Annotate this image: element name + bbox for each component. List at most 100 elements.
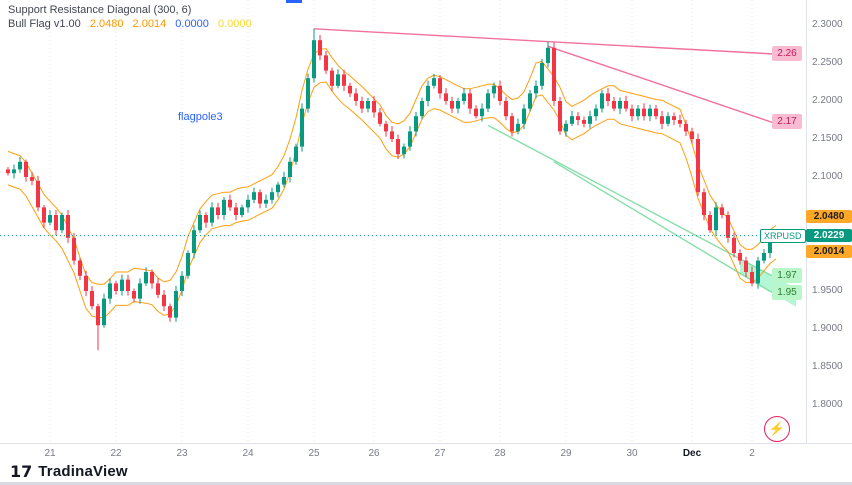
candle-body xyxy=(402,146,406,155)
time-axis-separator xyxy=(0,443,852,444)
candle-body xyxy=(300,108,304,147)
candle-body xyxy=(342,74,346,86)
candle-body xyxy=(546,47,550,63)
boost-button[interactable]: ⚡ xyxy=(764,416,790,442)
candle-body xyxy=(708,215,712,231)
candle-body xyxy=(60,215,64,231)
candle-body xyxy=(180,275,184,291)
indicator-title[interactable]: Support Resistance Diagonal (300, 6) xyxy=(8,4,192,16)
x-tick-label: 2 xyxy=(749,448,755,459)
bottom-edge-strip xyxy=(0,482,852,485)
candle-body xyxy=(438,78,442,94)
candle-body xyxy=(420,101,424,117)
candle-body xyxy=(12,169,16,174)
candle-body xyxy=(582,120,586,124)
candle-body xyxy=(330,70,334,86)
y-tick-label: 2.1500 xyxy=(812,133,843,144)
candle-body xyxy=(366,101,370,109)
tradingview-logo-icon[interactable]: 17 xyxy=(10,461,33,481)
x-tick-label: 24 xyxy=(242,448,254,459)
candle-body xyxy=(222,199,226,215)
candle-body xyxy=(474,108,478,117)
x-tick-label: 23 xyxy=(176,448,188,459)
bullflag-lower-price-badge: 2.0014 xyxy=(806,244,852,258)
candle-body xyxy=(360,101,364,109)
candle-body xyxy=(678,120,682,124)
envelope-upper-band xyxy=(7,48,777,285)
flagpole3-annotation[interactable]: flagpole3 xyxy=(178,111,223,123)
candle-body xyxy=(480,108,484,117)
candle-body xyxy=(216,207,220,215)
x-tick-label: 22 xyxy=(110,448,122,459)
brand-name[interactable]: TradinaView xyxy=(38,462,128,480)
candle-body xyxy=(552,47,556,101)
candle-body xyxy=(78,260,82,276)
candle-body xyxy=(372,101,376,113)
candle-body xyxy=(384,123,388,132)
candle-body xyxy=(354,93,358,101)
envelope-lower-band xyxy=(7,81,777,319)
candle-body xyxy=(666,116,670,124)
candle-body xyxy=(150,272,154,284)
candle-body xyxy=(744,260,748,272)
candle-body xyxy=(522,108,526,124)
candle-body xyxy=(120,279,124,291)
candle-body xyxy=(750,272,754,284)
strategy-value-4: 0.0000 xyxy=(217,18,252,30)
candle-body xyxy=(258,192,262,204)
candle-body xyxy=(6,169,10,174)
candle-body xyxy=(432,78,436,86)
candle-body xyxy=(534,85,538,94)
y-tick-label: 1.9000 xyxy=(812,323,843,334)
candle-body xyxy=(654,108,658,117)
strategy-value-3: 0.0000 xyxy=(175,18,209,30)
candle-body xyxy=(540,63,544,86)
candle-body xyxy=(108,283,112,299)
candle-body xyxy=(174,291,178,318)
flag-lower-line-price-badge: 2.17 xyxy=(772,114,802,130)
candle-body xyxy=(48,215,52,223)
candle-body xyxy=(690,131,694,139)
candle-body xyxy=(42,207,46,223)
candle-body xyxy=(318,40,322,56)
x-tick-label: 29 xyxy=(560,448,572,459)
y-tick-label: 2.1000 xyxy=(812,171,843,182)
candle-body xyxy=(456,101,460,109)
candle-body xyxy=(558,101,562,132)
candle-body xyxy=(324,55,328,71)
candle-body xyxy=(198,215,202,231)
candle-body xyxy=(144,272,148,284)
x-tick-label: 25 xyxy=(308,448,320,459)
candle-body xyxy=(228,199,232,208)
bullflag-upper-price-badge: 2.0480 xyxy=(806,209,852,223)
candle-body xyxy=(348,85,352,94)
candle-body xyxy=(390,131,394,139)
candle-body xyxy=(762,253,766,261)
candle-body xyxy=(90,291,94,307)
flagpole-line-1-price-badge: 1.97 xyxy=(772,267,802,283)
chart-plot-area[interactable] xyxy=(0,0,806,443)
flag-lower-line xyxy=(547,45,773,123)
candle-body xyxy=(684,123,688,132)
candle-body xyxy=(24,161,28,177)
candle-body xyxy=(636,108,640,117)
candle-body xyxy=(444,93,448,101)
candle-body xyxy=(234,207,238,215)
strategy-title[interactable]: Bull Flag v1.00 xyxy=(8,18,81,30)
candle-body xyxy=(594,108,598,117)
candle-body xyxy=(276,184,280,193)
flagpole-line-2-price-badge: 1.95 xyxy=(772,284,802,300)
clipped-annotation-fragment xyxy=(286,0,302,3)
lightning-icon: ⚡ xyxy=(768,421,786,436)
strategy-value-2: 2.0014 xyxy=(132,18,167,30)
x-tick-label: 21 xyxy=(44,448,56,459)
indicator-legend: Support Resistance Diagonal (300, 6) Bul… xyxy=(8,3,252,31)
candle-body xyxy=(660,116,664,124)
candlestick-chart-canvas[interactable] xyxy=(0,0,806,443)
y-tick-label: 2.2500 xyxy=(812,57,843,68)
candle-body xyxy=(204,215,208,223)
candle-body xyxy=(768,237,772,253)
candle-body xyxy=(510,116,514,132)
candle-body xyxy=(30,177,34,181)
flag-upper-line xyxy=(313,28,773,55)
